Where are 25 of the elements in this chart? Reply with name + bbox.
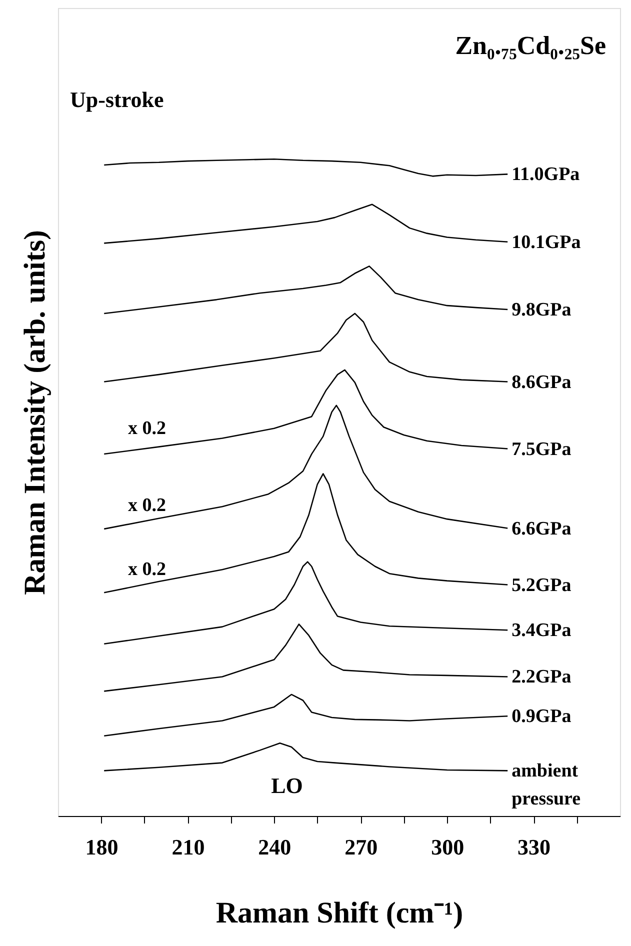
series-label: 0.9GPa bbox=[512, 706, 572, 728]
series-label: 6.6GPa bbox=[512, 518, 572, 540]
annotation: x 0.2 bbox=[128, 559, 166, 580]
chart-title: Zn₀.₇₅Cd₀.₂₅Se bbox=[455, 31, 606, 60]
series-label: ambient pressure bbox=[512, 760, 581, 810]
x-axis-title: Raman Shift (cm⁻¹) bbox=[216, 896, 464, 930]
series-label: 9.8GPa bbox=[512, 300, 572, 321]
y-axis-title: Raman Intensity (arb. units) bbox=[18, 230, 52, 596]
series-label: 8.6GPa bbox=[512, 372, 572, 393]
x-tick-label: 240 bbox=[258, 834, 292, 860]
annotation: x 0.2 bbox=[128, 495, 166, 516]
series-label: 10.1GPa bbox=[512, 232, 582, 253]
x-tick-label: 300 bbox=[431, 834, 464, 860]
x-tick-label: 180 bbox=[85, 834, 118, 860]
annotation: LO bbox=[271, 773, 303, 798]
annotation: x 0.2 bbox=[128, 418, 166, 439]
x-tick-label: 270 bbox=[344, 834, 378, 860]
x-tick-label: 330 bbox=[518, 834, 551, 860]
text: Up-stroke bbox=[70, 87, 164, 112]
series-label: 3.4GPa bbox=[512, 620, 572, 642]
series-label: 5.2GPa bbox=[512, 574, 572, 596]
x-tick-label: 210 bbox=[172, 834, 205, 860]
series-label: 11.0GPa bbox=[512, 164, 580, 186]
series-label: 7.5GPa bbox=[512, 438, 572, 460]
series-label: 2.2GPa bbox=[512, 666, 572, 688]
